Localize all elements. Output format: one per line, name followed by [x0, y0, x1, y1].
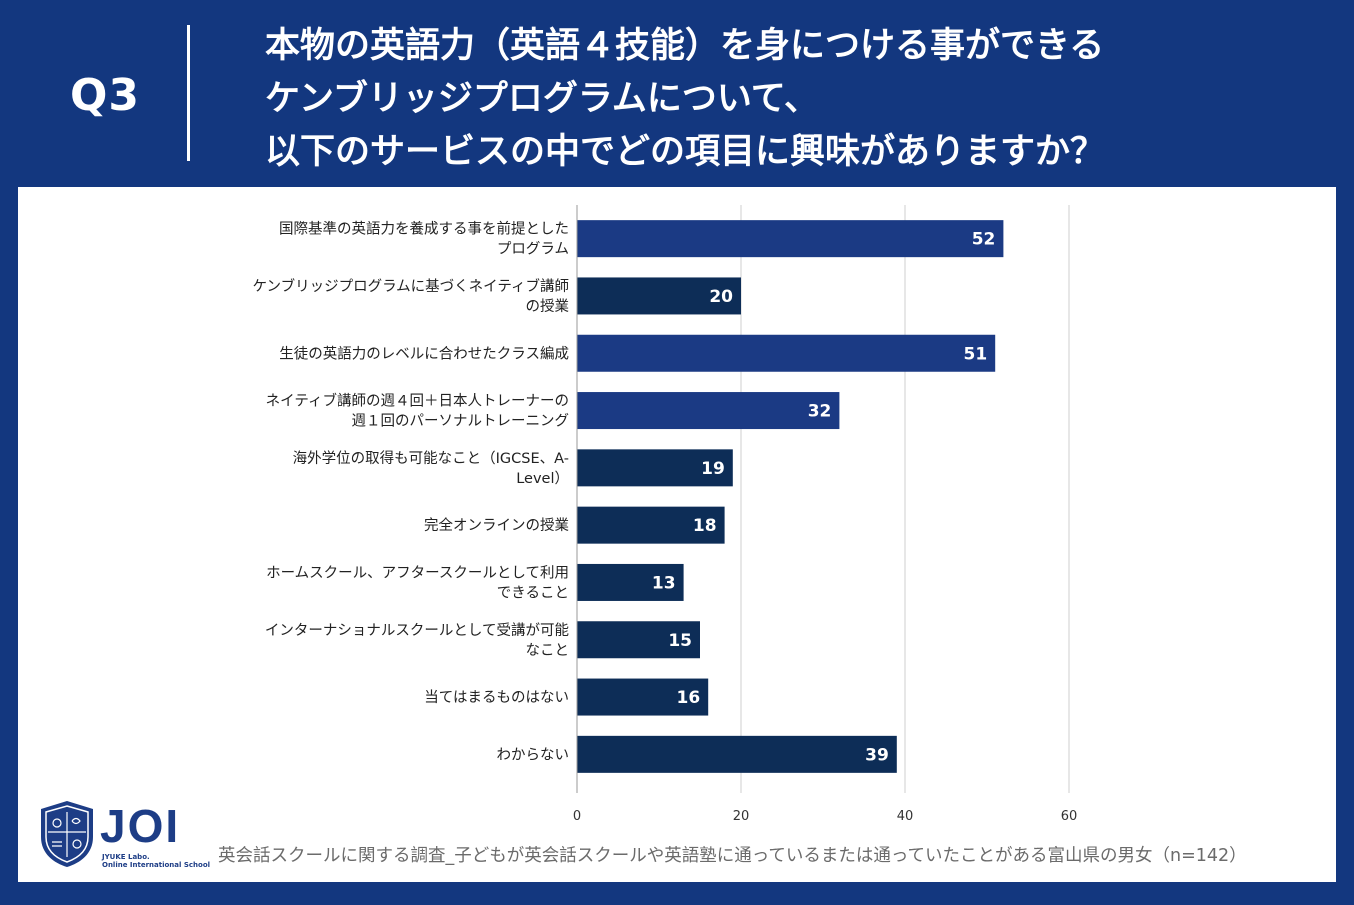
category-label: ネイティブ講師の週４回＋日本人トレーナーの — [266, 392, 569, 410]
bar — [577, 563, 684, 601]
title-line-3: 以下のサービスの中でどの項目に興味がありますか？ — [265, 132, 1106, 172]
survey-footnote: 英会話スクールに関する調査_子どもが英会話スクールや英語塾に通っているまたは通っ… — [218, 846, 1247, 866]
category-label: 当てはまるものはない — [424, 689, 569, 706]
category-label: 生徒の英語力のレベルに合わせたクラス編成 — [279, 344, 569, 362]
joi-logo: JOI JYUKE Labo. Online International Sch… — [38, 799, 218, 871]
category-label: 週１回のパーソナルトレーニング — [352, 413, 570, 430]
bar — [577, 334, 996, 372]
question-label: Q3 — [70, 70, 141, 121]
category-label: 海外学位の取得も可能なこと（IGCSE、A- — [293, 450, 569, 467]
category-label: なこと — [526, 642, 570, 659]
bar-value-label: 52 — [972, 230, 996, 250]
bar — [577, 220, 1004, 258]
header: Q3 本物の英語力（英語４技能）を身につける事ができる ケンブリッジプログラムに… — [0, 0, 1354, 186]
bar-value-label: 18 — [693, 516, 717, 536]
category-label: ホームスクール、アフタースクールとして利用 — [266, 564, 569, 581]
bar-value-label: 15 — [668, 631, 692, 651]
bar-value-label: 20 — [709, 287, 733, 307]
bar — [577, 678, 709, 716]
bar-value-label: 13 — [652, 573, 676, 593]
bar — [577, 506, 725, 544]
bar — [577, 735, 897, 773]
x-tick-label: 40 — [897, 809, 914, 824]
category-label: できること — [497, 584, 569, 601]
category-label: わからない — [497, 746, 570, 763]
x-tick-label: 20 — [733, 809, 750, 824]
shield-emblem-icon — [41, 801, 93, 867]
category-label: ケンブリッジプログラムに基づくネイティブ講師 — [252, 277, 569, 295]
x-tick-label: 60 — [1061, 809, 1078, 824]
bar — [577, 621, 700, 659]
logo-subtitle-2: Online International School — [102, 861, 211, 869]
header-divider — [187, 25, 190, 161]
bar-value-label: 19 — [701, 459, 725, 479]
question-title: 本物の英語力（英語４技能）を身につける事ができる ケンブリッジプログラムについて… — [265, 20, 1105, 179]
bar — [577, 277, 741, 315]
category-label: 国際基準の英語力を養成する事を前提とした — [279, 220, 569, 238]
bar — [577, 449, 733, 487]
bar-value-label: 39 — [865, 745, 889, 765]
logo-subtitle-1: JYUKE Labo. — [102, 853, 150, 861]
title-line-1: 本物の英語力（英語４技能）を身につける事ができる — [265, 26, 1105, 66]
category-label: 完全オンラインの授業 — [424, 516, 569, 534]
bar — [577, 392, 840, 430]
category-label: の授業 — [526, 298, 570, 315]
x-tick-label: 0 — [573, 809, 581, 824]
bar-value-label: 16 — [677, 688, 701, 708]
category-label: インターナショナルスクールとして受講が可能 — [265, 622, 569, 639]
bar-value-label: 32 — [808, 402, 832, 422]
bar-value-label: 51 — [964, 344, 988, 364]
chart-panel: 0 20 40 60 52 国際基準の英語力を養成する事を前提としたプログラム 20 ケンブリ… — [18, 187, 1336, 882]
title-line-2: ケンブリッジプログラムについて、 — [265, 79, 820, 119]
category-label: Level） — [516, 470, 569, 487]
category-label: プログラム — [497, 241, 569, 258]
logo-wordmark: JOI — [100, 800, 181, 852]
